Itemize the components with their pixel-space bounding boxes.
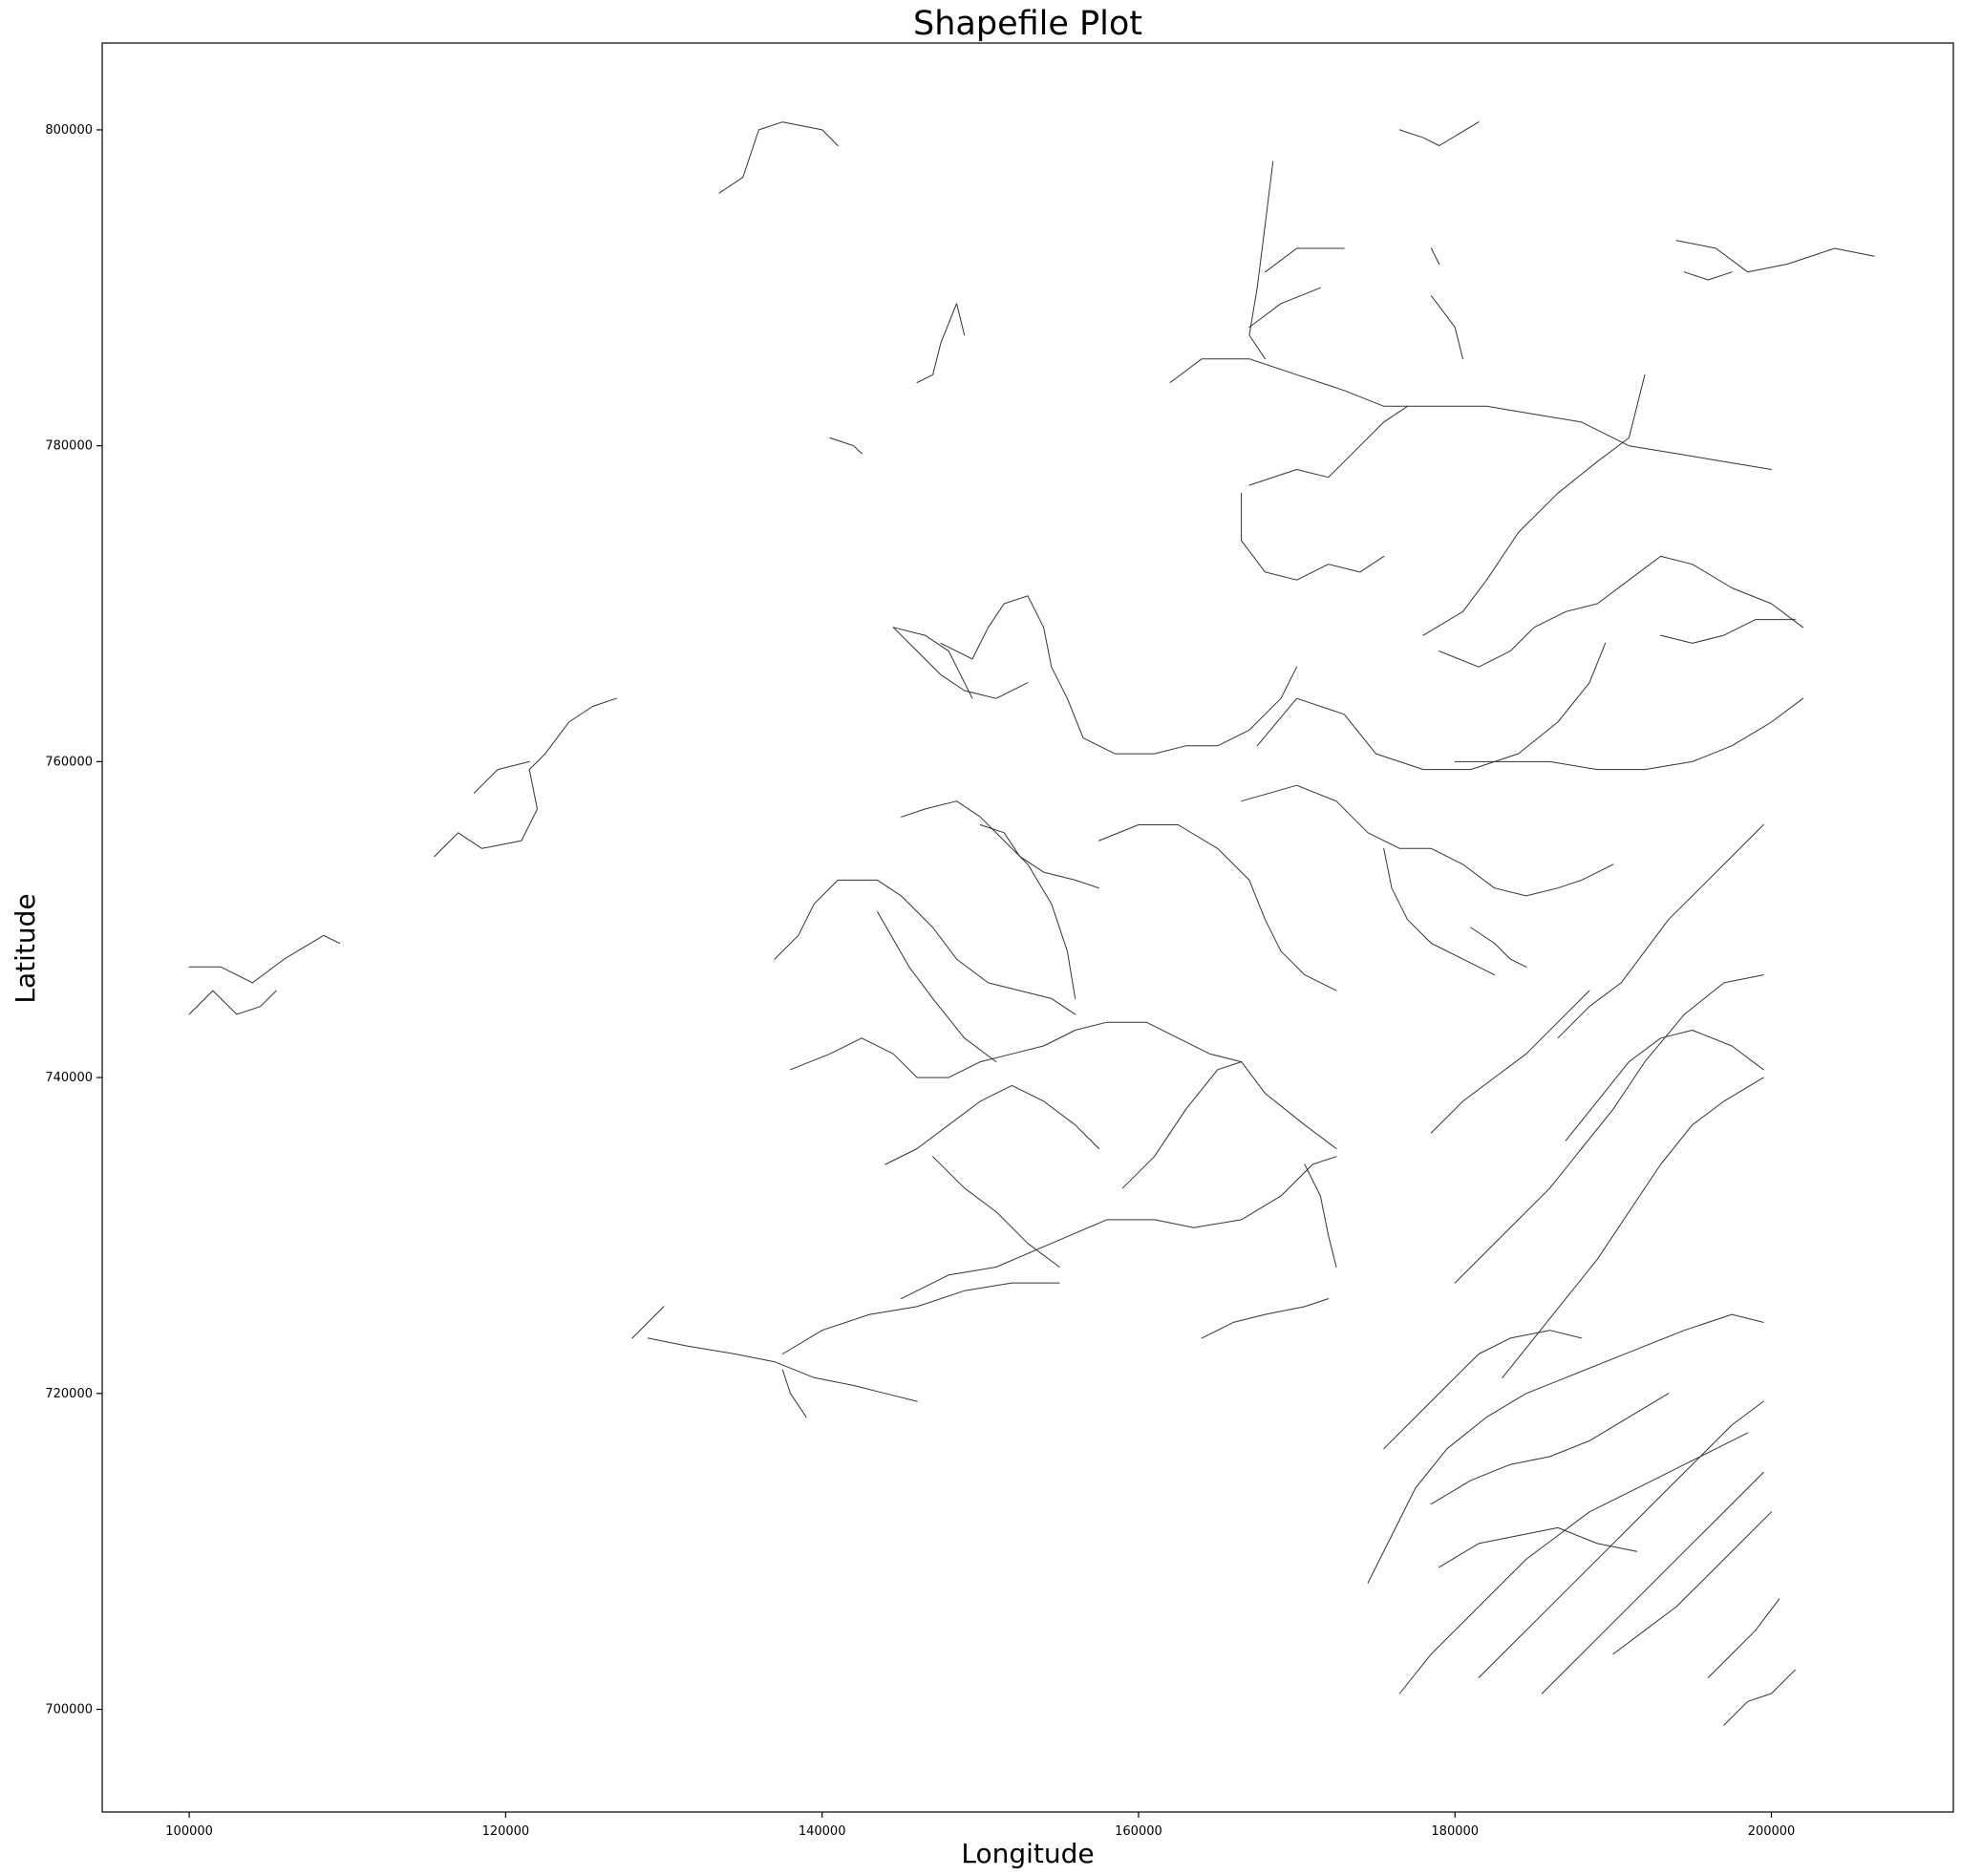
river-east-diag-3	[1502, 1077, 1764, 1378]
river-ne-upper	[1675, 240, 1875, 273]
river-mid-west-b	[790, 1021, 1337, 1149]
x-tick-label: 100000	[165, 1824, 213, 1839]
river-ne-right	[1660, 619, 1796, 644]
river-east-lower-7	[1430, 1393, 1670, 1505]
x-axis-label: Longitude	[961, 1838, 1094, 1869]
river-upper-loop-b	[1241, 492, 1385, 581]
river-mid-north-d	[1256, 642, 1607, 771]
river-east-lower-4	[1478, 1400, 1764, 1678]
river-lower-central	[901, 1156, 1337, 1300]
river-east-lower-8	[1439, 1526, 1638, 1568]
plot-frame	[101, 42, 1954, 1813]
river-east-lower-6	[1612, 1511, 1772, 1655]
river-upper-loop	[1248, 405, 1408, 486]
y-tick-label: 780000	[45, 439, 93, 454]
river-far-west-b	[188, 990, 277, 1015]
river-east-se-b	[1707, 1598, 1780, 1678]
river-lower-sw-c	[781, 1369, 807, 1418]
river-north-small-1	[1430, 247, 1440, 265]
river-north-2	[916, 303, 966, 383]
x-tick-label: 180000	[1431, 1824, 1479, 1839]
river-east-lower-2	[1367, 1313, 1764, 1584]
river-mid-west	[774, 879, 1076, 1015]
river-east-diag-1	[1430, 990, 1590, 1134]
river-mid-west-c	[877, 911, 997, 1063]
river-north-small-2	[1430, 295, 1463, 360]
y-axis: 700000 720000 740000 760000 780000 800000	[45, 123, 102, 1717]
y-tick-label: 800000	[45, 123, 93, 138]
x-axis: 100000 120000 140000 160000 180000 200000	[165, 1812, 1795, 1839]
river-east-diag-2	[1454, 974, 1764, 1284]
x-tick-label: 120000	[482, 1824, 530, 1839]
chart-title: Shapefile Plot	[913, 5, 1142, 43]
river-central-north	[1169, 358, 1772, 470]
river-lower-sw	[648, 1337, 918, 1402]
river-ne-diag	[1439, 555, 1804, 668]
river-ne-middle	[1422, 373, 1646, 636]
river-central-lower-b	[1241, 784, 1614, 897]
river-east-se	[1723, 1669, 1796, 1726]
river-lower-sw-b	[781, 1282, 1060, 1354]
river-spine-branch-b	[1248, 287, 1321, 329]
river-mid-north-b	[892, 627, 1029, 699]
x-tick-label: 200000	[1748, 1824, 1796, 1839]
river-lower-east	[1201, 1298, 1330, 1339]
river-east-diag-5	[1565, 1030, 1764, 1141]
y-tick-label: 760000	[45, 755, 93, 769]
river-lower-central-b	[885, 1084, 1099, 1165]
river-spine-branch	[1265, 247, 1345, 273]
river-lower-sw-d	[631, 1306, 665, 1339]
river-network	[188, 121, 1875, 1726]
river-north-3	[829, 437, 863, 455]
river-east-lower-5	[1541, 1472, 1764, 1695]
river-mid-west-d	[901, 800, 1076, 999]
y-tick-label: 700000	[45, 1703, 93, 1717]
river-northwest-b	[473, 760, 530, 794]
river-spine-north	[1248, 160, 1274, 360]
river-mid-north	[940, 595, 1298, 755]
y-axis-label: Latitude	[10, 893, 41, 1003]
river-east-diag-4	[1557, 824, 1764, 1039]
river-lower-central-d	[1121, 1061, 1243, 1189]
x-tick-label: 160000	[1115, 1824, 1162, 1839]
river-far-west	[188, 934, 340, 984]
river-central-lower-c	[1383, 847, 1496, 976]
river-east-lower-1	[1383, 1330, 1583, 1450]
river-lower-central-e	[1304, 1163, 1337, 1268]
river-mid-north-c	[892, 627, 973, 699]
x-tick-label: 140000	[799, 1824, 846, 1839]
river-ne-upper-b	[1683, 271, 1733, 281]
y-tick-label: 740000	[45, 1071, 93, 1085]
river-central-east	[1454, 697, 1804, 771]
river-north-4	[1398, 121, 1480, 146]
river-central-lower	[1098, 824, 1337, 991]
river-lower-central-c	[932, 1156, 1060, 1268]
river-north-1	[718, 121, 839, 194]
river-east-lower-3	[1398, 1432, 1749, 1695]
river-mid-west-e	[979, 824, 1099, 889]
y-tick-label: 720000	[45, 1387, 93, 1401]
river-east-mid-small	[1470, 927, 1527, 968]
river-northwest	[434, 697, 617, 858]
